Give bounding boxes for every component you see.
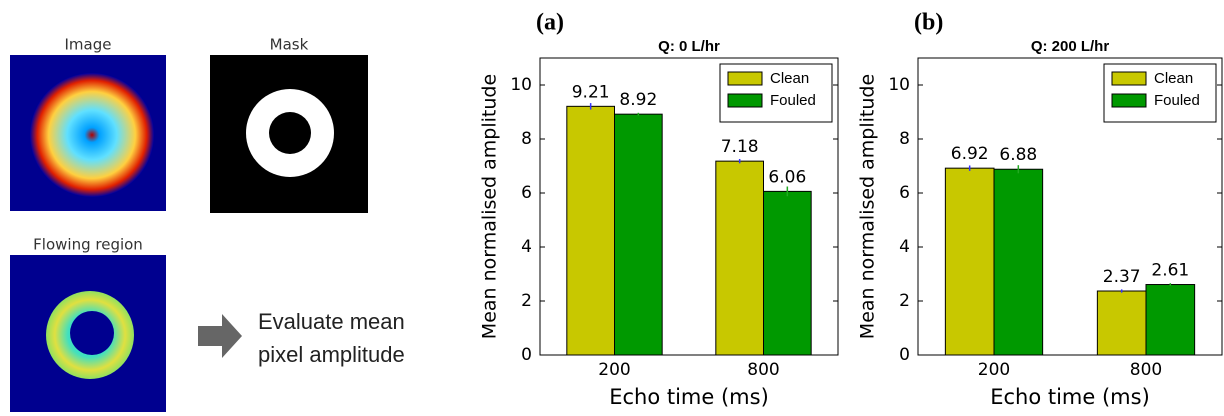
x-axis-label: Echo time (ms) [609,385,769,409]
legend-swatch [1112,72,1146,85]
legend-swatch [728,72,762,85]
bar [764,191,812,355]
flowing-label: Flowing region [33,236,143,254]
legend-label: Fouled [770,92,816,109]
value-label: 9.21 [572,82,610,102]
bar [615,114,663,355]
caption-line: pixel amplitude [258,342,405,367]
y-tick-label: 0 [899,345,910,365]
mask-label: Mask [270,36,309,54]
x-tick-label: 200 [978,360,1010,380]
panel-label: (a) [536,10,564,36]
legend-swatch [728,94,762,107]
y-tick-label: 10 [888,75,910,95]
bar [716,161,764,355]
y-axis-label: Mean normalised amplitude [857,74,879,339]
panel-label: (b) [914,10,943,36]
legend-label: Clean [1154,70,1193,87]
y-tick-label: 4 [899,237,910,257]
bar [1146,285,1195,355]
y-tick-label: 2 [521,291,532,311]
value-label: 8.92 [619,90,657,110]
mask-hole [269,112,311,154]
y-tick-label: 10 [510,75,532,95]
chart-title: Q: 0 L/hr [658,38,720,55]
legend-label: Clean [770,70,809,87]
y-axis-label: Mean normalised amplitude [479,74,501,339]
y-tick-label: 6 [899,183,910,203]
bar [945,168,994,355]
chart-title: Q: 200 L/hr [1031,38,1110,55]
image-ring [30,73,154,197]
y-tick-label: 4 [521,237,532,257]
value-label: 7.18 [721,137,759,157]
figure: Image Mask Flowing region Evaluate mean … [0,0,1224,412]
value-label: 2.61 [1151,261,1189,281]
legend-label: Fouled [1154,92,1200,109]
y-tick-label: 2 [899,291,910,311]
x-axis-label: Echo time (ms) [990,385,1150,409]
image-label: Image [65,36,112,54]
value-label: 6.92 [951,144,989,164]
x-tick-label: 800 [747,360,779,380]
y-tick-label: 8 [899,129,910,149]
x-tick-label: 800 [1130,360,1162,380]
y-tick-label: 8 [521,129,532,149]
value-label: 6.06 [768,167,806,187]
bar [994,169,1043,355]
arrow [198,314,242,358]
value-label: 2.37 [1103,267,1141,287]
caption-line: Evaluate mean [258,309,405,334]
x-tick-label: 200 [598,360,630,380]
y-tick-label: 0 [521,345,532,365]
bar [1097,291,1146,355]
y-tick-label: 6 [521,183,532,203]
legend-swatch [1112,94,1146,107]
flowing-hole [70,311,114,355]
bar [567,106,615,355]
value-label: 6.88 [999,145,1037,165]
